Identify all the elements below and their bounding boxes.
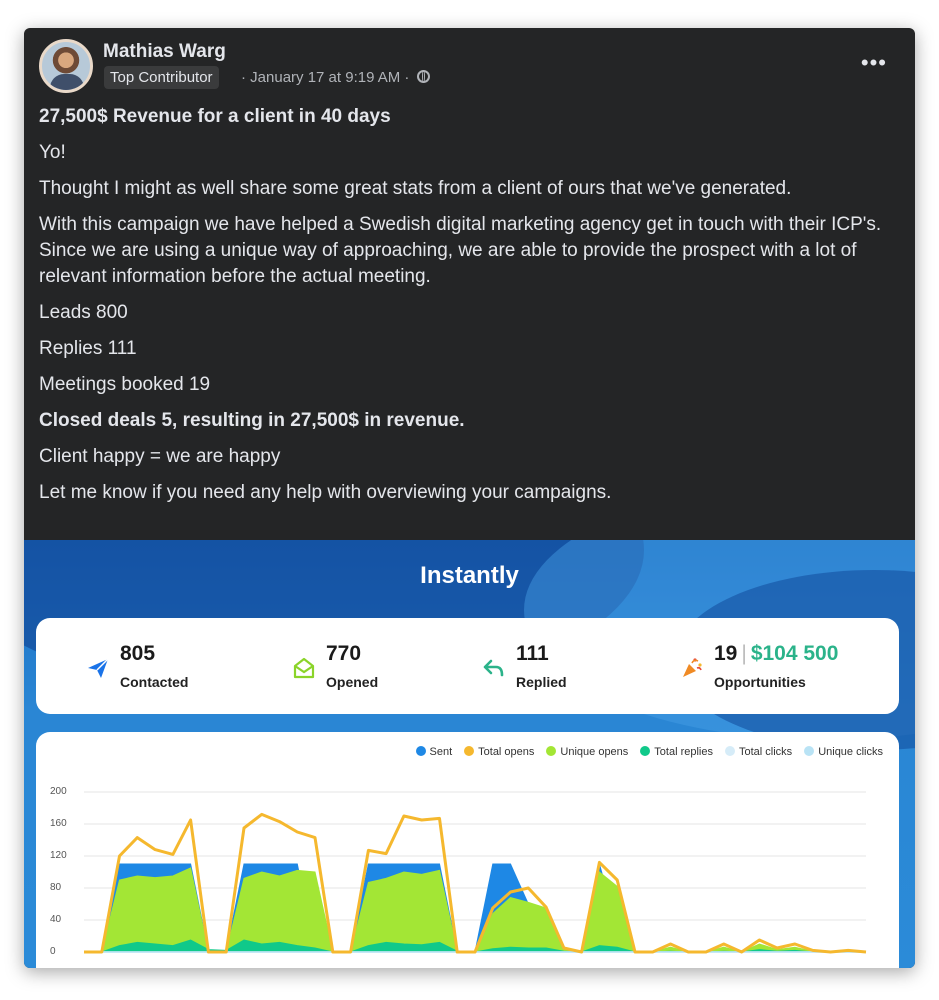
- legend-label: Total opens: [478, 746, 535, 758]
- y-tick-label: 120: [50, 850, 67, 861]
- stats-panel: 805 Contacted 770 Opened 111 Replied: [36, 618, 899, 714]
- legend-dot: [464, 746, 475, 756]
- legend-dot: [725, 746, 735, 756]
- post-paragraph: Client happy = we are happy: [39, 446, 281, 467]
- stat-label: Replied: [516, 674, 567, 690]
- post-paragraph: Let me know if you need any help with ov…: [39, 482, 612, 503]
- post-paragraph: Meetings booked 19: [39, 374, 211, 395]
- y-tick-label: 80: [50, 882, 62, 893]
- series-total-replies[interactable]: [84, 939, 866, 953]
- reply-arrow-icon: [483, 659, 504, 677]
- y-tick-label: 40: [50, 914, 62, 925]
- post-paragraph: Leads 800: [39, 302, 128, 323]
- legend-label: Total clicks: [739, 746, 793, 758]
- post-meta: · January 17 at 9:19 AM ·: [241, 69, 430, 86]
- stat-label: Contacted: [120, 674, 189, 690]
- top-contributor-badge: Top Contributor: [104, 66, 219, 89]
- analytics-chart: Sent Total opens Unique opens Total replies…: [36, 732, 899, 968]
- series-total-opens[interactable]: [84, 812, 867, 954]
- stat-label: Opened: [326, 674, 379, 690]
- legend-label: Sent: [429, 746, 453, 758]
- post-paragraph: Yo!: [39, 142, 66, 163]
- stat-value: 770: [326, 642, 362, 665]
- stat-value: 19 | $104 500: [714, 642, 839, 665]
- legend-label: Unique clicks: [818, 746, 883, 758]
- legend-item[interactable]: Unique clicks: [804, 746, 883, 758]
- legend-label: Total replies: [654, 746, 713, 758]
- facebook-post-card: Mathias Warg Top Contributor · January 1…: [24, 28, 915, 968]
- post-paragraph: With this campaign we have helped a Swed…: [39, 214, 882, 287]
- chart-plot-area: [84, 791, 867, 954]
- legend-item[interactable]: Unique opens: [546, 746, 628, 758]
- legend-dot: [546, 746, 557, 756]
- post-paragraph: Thought I might as well share some great…: [39, 178, 792, 199]
- legend-dot: [415, 746, 426, 756]
- chart-legend: Sent Total opens Unique opens Total replies…: [404, 746, 883, 758]
- post-paragraph: Replies 111: [39, 338, 137, 359]
- post-headline: 27,500$ Revenue for a client in 40 days: [39, 106, 391, 127]
- paper-plane-icon: [88, 658, 109, 678]
- post-body: 27,500$ Revenue for a client in 40 days Y…: [39, 104, 904, 516]
- instantly-brand-title: Instantly: [420, 562, 519, 589]
- globe-icon: [416, 70, 430, 83]
- post-paragraph: Closed deals 5, resulting in 27,500$ in …: [39, 410, 465, 431]
- y-tick-label: 200: [50, 786, 67, 797]
- stat-value: 805: [120, 642, 156, 665]
- y-tick-label: 160: [50, 818, 67, 829]
- more-options-icon[interactable]: •••: [860, 50, 887, 75]
- author-name[interactable]: Mathias Warg: [103, 41, 226, 62]
- opportunities-value: $104 500: [750, 642, 839, 665]
- legend-dot: [804, 746, 815, 756]
- stat-label: Opportunities: [714, 674, 806, 690]
- legend-item[interactable]: Total clicks: [725, 746, 792, 758]
- author-avatar[interactable]: [39, 39, 93, 93]
- open-envelope-icon: [293, 657, 315, 679]
- post-timestamp[interactable]: · January 17 at 9:19 AM ·: [241, 69, 410, 86]
- stat-value: 111: [516, 642, 549, 665]
- legend-item[interactable]: Total opens: [464, 746, 534, 758]
- instantly-dashboard-image[interactable]: Instantly 805 Contacted 770 Opened: [24, 540, 915, 968]
- opportunities-count: 19: [714, 642, 738, 665]
- legend-label: Unique opens: [560, 746, 629, 758]
- legend-dot: [640, 746, 651, 756]
- party-popper-icon: [683, 658, 702, 677]
- legend-item[interactable]: Sent: [415, 746, 453, 758]
- legend-item[interactable]: Total replies: [640, 746, 713, 758]
- y-tick-label: 0: [50, 946, 56, 957]
